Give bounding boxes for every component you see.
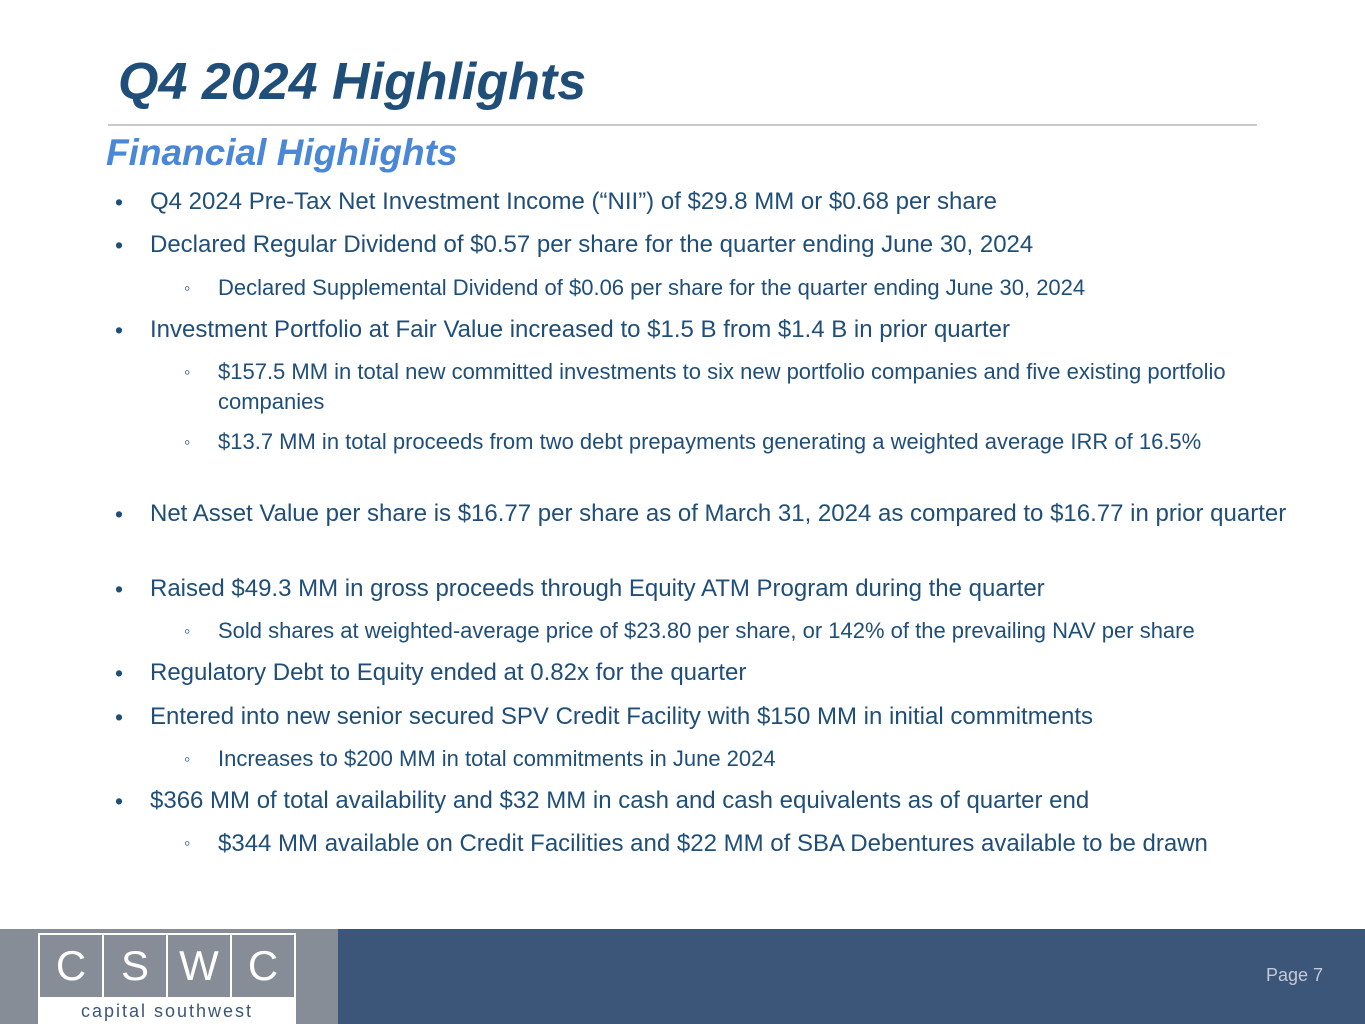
bullet-text: Net Asset Value per share is $16.77 per … bbox=[150, 500, 1287, 527]
company-logo: C S W C capital southwest bbox=[38, 933, 296, 1024]
bullet-text: Investment Portfolio at Fair Value incre… bbox=[150, 316, 1010, 343]
bullet-marker: • bbox=[115, 576, 124, 602]
bullet-text: Entered into new senior secured SPV Cred… bbox=[150, 703, 1094, 730]
title-divider bbox=[108, 124, 1257, 126]
slide-title: Q4 2024 Highlights bbox=[118, 53, 587, 111]
sub-bullet-text: $157.5 MM in total new committed investm… bbox=[218, 359, 1226, 414]
section-subtitle: Financial Highlights bbox=[106, 132, 458, 173]
bullet-marker: • bbox=[115, 660, 124, 686]
bullet-marker: • bbox=[115, 189, 124, 215]
bullet-text: Raised $49.3 MM in gross proceeds throug… bbox=[150, 575, 1045, 602]
sub-bullet-text: Sold shares at weighted-average price of… bbox=[218, 618, 1195, 643]
sub-bullet-text: $13.7 MM in total proceeds from two debt… bbox=[218, 429, 1202, 454]
sub-bullet-marker: ◦ bbox=[184, 749, 191, 769]
page-number: Page 7 bbox=[1265, 965, 1323, 985]
sub-bullet-text: Declared Supplemental Dividend of $0.06 … bbox=[218, 275, 1086, 300]
bullet-text: Q4 2024 Pre-Tax Net Investment Income (“… bbox=[150, 188, 998, 215]
highlights-list: • Q4 2024 Pre-Tax Net Investment Income … bbox=[115, 188, 1287, 857]
bullet-marker: • bbox=[115, 788, 124, 814]
bullet-text: Declared Regular Dividend of $0.57 per s… bbox=[150, 231, 1034, 258]
bullet-marker: • bbox=[115, 317, 124, 343]
bullet-text: Regulatory Debt to Equity ended at 0.82x… bbox=[150, 659, 747, 686]
sub-bullet-text: Increases to $200 MM in total commitment… bbox=[218, 746, 776, 771]
sub-bullet-marker: ◦ bbox=[184, 432, 191, 452]
logo-letter-w: W bbox=[168, 935, 232, 997]
sub-bullet-text: $344 MM available on Credit Facilities a… bbox=[218, 830, 1208, 857]
sub-bullet-marker: ◦ bbox=[184, 362, 191, 382]
bullet-text: $366 MM of total availability and $32 MM… bbox=[150, 787, 1090, 814]
bullet-marker: • bbox=[115, 704, 124, 730]
logo-letter-c2: C bbox=[232, 935, 294, 997]
sub-bullet-marker: ◦ bbox=[184, 278, 191, 298]
logo-letter-s: S bbox=[104, 935, 168, 997]
logo-letter-blocks: C S W C bbox=[40, 935, 294, 997]
bullet-marker: • bbox=[115, 232, 124, 258]
footer-bar bbox=[338, 929, 1365, 1024]
sub-bullet-marker: ◦ bbox=[184, 833, 191, 853]
bullet-marker: • bbox=[115, 501, 124, 527]
logo-letter-c: C bbox=[40, 935, 104, 997]
logo-tagline: capital southwest bbox=[80, 1001, 254, 1021]
sub-bullet-marker: ◦ bbox=[184, 621, 191, 641]
